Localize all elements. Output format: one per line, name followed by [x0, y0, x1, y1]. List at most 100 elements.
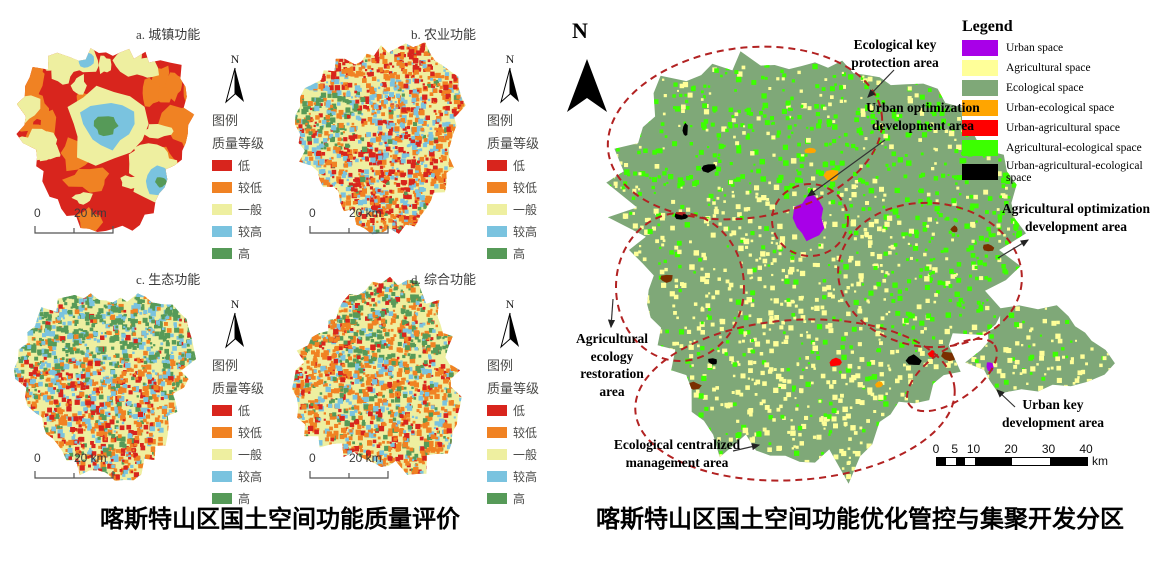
legend-item: 一般	[487, 446, 539, 463]
legend-swatch	[487, 204, 507, 215]
a-map-canvas	[16, 48, 195, 232]
zone-ellipse	[771, 183, 849, 257]
legend-item: 较高	[212, 223, 264, 240]
c-map-canvas	[14, 293, 196, 481]
north-label: N	[572, 18, 588, 43]
annotation-ecological-centralized: Ecological centralized management area	[613, 437, 741, 470]
legend-swatch	[962, 60, 998, 76]
scalebar-zero: 0	[34, 206, 41, 220]
panel-legend: 图例 质量等级低较低 一般 较高高	[487, 355, 539, 512]
panel-scalebar: 0 20 km	[309, 206, 419, 239]
legend-label: 一般	[238, 203, 263, 217]
legend-item: 一般	[212, 201, 264, 218]
quality-panel-c: c. 生态功能 N 图例 质量等级低较低 一般 较高高 0 20 km	[10, 257, 280, 506]
legend-swatch	[487, 160, 507, 171]
legend-label: 较低	[238, 181, 263, 195]
quality-panel-a: a. 城镇功能 N 图例 质量等级低较低 一般 较高高 0 20 km	[10, 12, 280, 261]
panel-label-d: d. 综合功能	[411, 272, 477, 287]
legend-swatch	[212, 204, 232, 215]
legend-label: 较高	[513, 225, 538, 239]
legend-title: Legend	[962, 18, 1013, 35]
legend-item: 高	[487, 490, 539, 507]
panel-legend: 图例 质量等级低较低 一般 较高高	[212, 110, 264, 267]
scalebar-end: 20 km	[349, 206, 382, 220]
zoning-scalebar: 0 5 10 20 30 40 km	[928, 442, 1128, 468]
scalebar-labels: 0 20 km	[34, 451, 144, 466]
svg-text:N: N	[231, 52, 240, 66]
legend-label: Agricultural-ecological space	[1006, 142, 1142, 154]
annotation-agricultural-ecology-restoration: Agricultural ecology restoration area	[576, 331, 648, 399]
panel-label-b: b. 农业功能	[411, 27, 477, 42]
scalebar-tick: 0	[932, 442, 940, 456]
scalebar-segment	[965, 458, 975, 465]
scalebar-end: 20 km	[74, 451, 107, 465]
legend-item: Ecological space	[962, 80, 1158, 96]
north-arrow-icon: N	[500, 297, 519, 349]
legend-title: 图例	[212, 358, 239, 373]
legend-subtitle: 质量等级	[487, 136, 540, 151]
legend-swatch	[487, 493, 507, 504]
legend-swatch	[962, 80, 998, 96]
panel-scalebar: 0 20 km	[309, 451, 419, 484]
scalebar-zero: 0	[34, 451, 41, 465]
scalebar-labels: 0 20 km	[309, 451, 419, 466]
legend-item: Urban-ecological space	[962, 100, 1158, 116]
legend-label: 一般	[238, 448, 263, 462]
legend-item: Urban-agricultural space	[962, 120, 1158, 136]
scalebar-unit: km	[1092, 454, 1108, 468]
scalebar-end: 20 km	[74, 206, 107, 220]
caption-zoning: 喀斯特山区国土空间功能优化管控与集聚开发分区	[596, 506, 1124, 533]
legend-title: 图例	[487, 113, 514, 128]
annotation-urban-key-development: Urban key development area	[1001, 397, 1105, 430]
zone-ellipse	[615, 212, 745, 362]
scalebar-tick: 30	[1041, 442, 1056, 456]
legend-rows: Urban space Agricultural space Ecological …	[962, 40, 1158, 184]
legend-label: 较高	[513, 470, 538, 484]
legend-swatch	[962, 40, 998, 56]
zoning-map-canvas	[567, 45, 1115, 484]
annotation-agricultural-optimization: Agricultural optimization development ar…	[1001, 201, 1151, 234]
panel-scalebar: 0 20 km	[34, 451, 144, 484]
legend-swatch	[487, 405, 507, 416]
scalebar-ticks: 0 5 10 20 30 40	[928, 442, 1128, 456]
legend-label: 低	[513, 404, 526, 418]
legend-label: 较高	[238, 225, 263, 239]
scalebar-segment	[946, 458, 956, 465]
legend-swatch	[212, 427, 232, 438]
legend-label: Ecological space	[1006, 82, 1084, 94]
legend-swatch	[962, 140, 998, 156]
zone-ellipse	[634, 318, 956, 482]
annotation-arrow	[997, 239, 1030, 259]
legend-item: 高	[487, 245, 539, 262]
legend-label: Urban space	[1006, 42, 1064, 54]
north-arrow: N	[222, 52, 248, 111]
legend-swatch	[212, 160, 232, 171]
legend-title: 图例	[212, 113, 239, 128]
legend-label: 较低	[238, 426, 263, 440]
legend-item: Urban-agricultural-ecological space	[962, 160, 1158, 184]
scalebar-segment	[1012, 458, 1050, 465]
legend-label: 一般	[513, 203, 538, 217]
legend-label: 高	[238, 247, 251, 261]
legend-label: 高	[513, 492, 526, 506]
legend-item: Agricultural space	[962, 60, 1158, 76]
legend-item: Urban space	[962, 40, 1158, 56]
annotation-arrow	[996, 389, 1016, 408]
scalebar-segment	[974, 458, 1012, 465]
scalebar-bar	[936, 457, 1088, 466]
north-arrow: N	[222, 297, 248, 356]
legend-item: 较低	[487, 424, 539, 441]
quality-panels-grid: a. 城镇功能 N 图例 质量等级低较低 一般 较高高 0 20 km b. 农业功能 N 图例 质量…	[0, 0, 560, 506]
zoning-legend: Legend Urban space Agricultural space Ecol…	[962, 18, 1158, 188]
legend-label: 较低	[513, 426, 538, 440]
annotation-arrow	[607, 298, 616, 329]
zone-ellipse	[606, 45, 884, 221]
scalebar-zero: 0	[309, 206, 316, 220]
legend-item: 较低	[212, 179, 264, 196]
north-arrow-icon	[567, 59, 607, 112]
quality-panel-b: b. 农业功能 N 图例 质量等级低较低 一般 较高高 0 20 km	[285, 12, 555, 261]
legend-item: 高	[212, 490, 264, 507]
north-arrow-icon: N	[225, 297, 244, 349]
legend-swatch	[962, 164, 998, 180]
